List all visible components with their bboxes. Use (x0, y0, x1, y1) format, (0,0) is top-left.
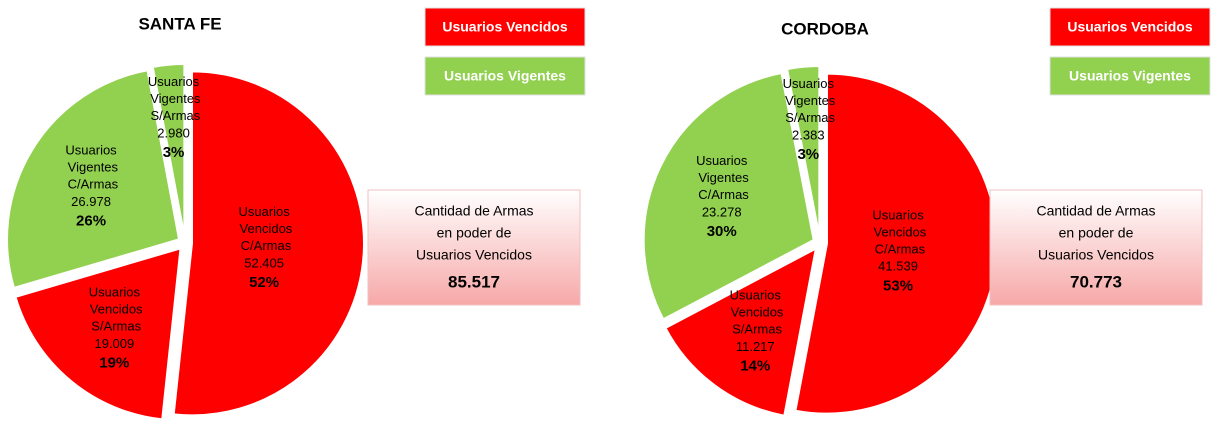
slice-label-line: Vigentes (64, 160, 118, 175)
slice-percent: 3% (797, 146, 819, 163)
legend-label: Usuarios Vigentes (444, 68, 566, 84)
annotation-text: en poder de (1059, 225, 1134, 241)
legend-label: Usuarios Vigentes (1069, 68, 1191, 84)
slice-value: 11.217 (736, 339, 775, 354)
slice-label-line: Vencidos (727, 305, 784, 320)
annotation-value: 85.517 (448, 272, 500, 291)
slice-value: 23.278 (702, 204, 742, 219)
pie-slice (664, 246, 818, 417)
legend-label: Usuarios Vencidos (442, 19, 567, 35)
legend-box (1049, 56, 1211, 96)
slice-percent: 19% (99, 355, 129, 372)
annotation-value: 70.773 (1070, 272, 1122, 291)
slice-label-line: C/Armas (237, 239, 292, 254)
slice-value: 26.978 (71, 194, 111, 209)
slice-label: Usuarios Vigentes C/Armas (64, 143, 119, 192)
slice-label: Usuarios Vencidos C/Armas (236, 205, 293, 254)
slice-label-line: Vencidos (236, 222, 293, 237)
pie-slice (14, 246, 182, 421)
pie-slice (172, 70, 365, 417)
pie-slice (642, 71, 815, 321)
slice-label-line: Usuarios (89, 285, 141, 300)
legend-label: Usuarios Vencidos (1067, 19, 1192, 35)
slice-value: 2.980 (157, 125, 190, 140)
slice-value: 2.383 (792, 127, 825, 142)
pie-slice (151, 63, 186, 237)
slice-label-line: C/Armas (695, 187, 750, 202)
slice-value: 41.539 (878, 259, 918, 274)
slice-label-line: Usuarios (783, 76, 835, 91)
slice-label-line: Usuarios (65, 143, 117, 158)
slice-label-line: Vigentes (147, 91, 201, 106)
slice-percent: 30% (707, 223, 737, 240)
annotation-text: Usuarios Vencidos (1038, 247, 1154, 263)
pie-slice (6, 69, 181, 290)
slice-value: 52.405 (244, 256, 284, 271)
slice-label: Usuarios Vencidos S/Armas (727, 288, 784, 337)
slice-label-line: S/Armas (782, 110, 836, 125)
slice-label-line: C/Armas (871, 242, 926, 257)
slice-label-line: Vigentes (781, 93, 835, 108)
annotation-box (367, 189, 581, 306)
annotation-text: Cantidad de Armas (414, 203, 533, 219)
legend-box (424, 56, 586, 96)
annotation-box (989, 189, 1203, 306)
legend-box (1049, 7, 1211, 47)
slice-label-line: Vencidos (86, 302, 143, 317)
slice-label-line: Usuarios (730, 288, 782, 303)
pie-slice (785, 65, 821, 237)
annotation-text: Cantidad de Armas (1036, 203, 1155, 219)
slice-label-line: Vencidos (870, 225, 927, 240)
slice-label-line: Usuarios (148, 74, 200, 89)
chart-title: CORDOBA (781, 19, 869, 38)
slice-label: Usuarios Vigentes S/Armas (147, 74, 201, 123)
slice-percent: 3% (163, 144, 185, 161)
annotation-text: en poder de (437, 225, 512, 241)
slice-percent: 52% (249, 274, 279, 291)
slice-label-line: Usuarios (696, 153, 748, 168)
slice-label: Usuarios Vigentes C/Armas (695, 153, 750, 202)
slice-label: Usuarios Vencidos C/Armas (870, 208, 927, 257)
slice-label-line: S/Armas (88, 319, 142, 334)
slice-label: Usuarios Vencidos S/Armas (86, 285, 143, 334)
slice-percent: 14% (740, 358, 770, 375)
slice-label-line: Usuarios (238, 205, 290, 220)
slice-label-line: S/Armas (147, 108, 201, 123)
slice-percent: 53% (883, 277, 913, 294)
chart-title: SANTA FE (138, 14, 221, 33)
slice-label-line: Usuarios (872, 208, 924, 223)
legend-box (424, 7, 586, 47)
slice-label-line: C/Armas (64, 177, 119, 192)
annotation-text: Usuarios Vencidos (416, 247, 532, 263)
slice-percent: 26% (76, 212, 106, 229)
slice-label: Usuarios Vigentes S/Armas (781, 76, 835, 125)
slice-label-line: Vigentes (695, 170, 749, 185)
slice-label-line: S/Armas (729, 322, 783, 337)
slice-value: 19.009 (94, 336, 134, 351)
